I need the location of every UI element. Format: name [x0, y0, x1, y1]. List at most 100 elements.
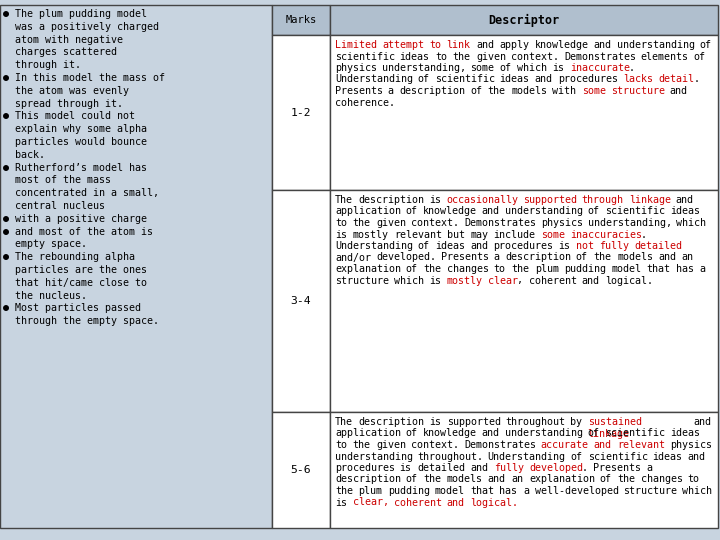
Text: the: the — [593, 253, 611, 262]
Text: plum: plum — [535, 264, 559, 274]
Text: pudding: pudding — [564, 264, 606, 274]
Text: scientific: scientific — [335, 51, 395, 62]
Text: knowledge: knowledge — [423, 429, 477, 438]
Text: 1-2: 1-2 — [291, 107, 311, 118]
Text: a: a — [699, 264, 706, 274]
Text: explanation: explanation — [529, 475, 595, 484]
Text: ideas: ideas — [670, 206, 700, 217]
Text: context.: context. — [411, 440, 459, 450]
Text: changes: changes — [641, 475, 683, 484]
Text: some: some — [541, 230, 564, 240]
Bar — [330, 412, 718, 528]
Text: and: and — [476, 40, 494, 50]
Text: throughout.: throughout. — [418, 451, 483, 462]
Text: clear: clear — [487, 275, 518, 286]
Text: of: of — [405, 475, 418, 484]
Text: 3-4: 3-4 — [291, 296, 311, 306]
Text: model: model — [611, 264, 641, 274]
Text: coherence.: coherence. — [335, 98, 395, 107]
Text: elements: elements — [641, 51, 688, 62]
Text: ideas: ideas — [500, 75, 529, 84]
Text: procedures: procedures — [335, 463, 395, 473]
Text: scientific: scientific — [588, 451, 647, 462]
Text: structure: structure — [623, 486, 677, 496]
Text: with: with — [552, 86, 577, 96]
Text: that: that — [647, 264, 670, 274]
Text: changes: changes — [446, 264, 489, 274]
Text: of: of — [570, 451, 582, 462]
Text: Understanding: Understanding — [487, 451, 566, 462]
Text: and: and — [582, 275, 600, 286]
Text: well-developed: well-developed — [535, 486, 618, 496]
Text: the: the — [511, 264, 529, 274]
Text: and: and — [676, 195, 694, 205]
Text: accurate: accurate — [541, 440, 589, 450]
Bar — [272, 35, 330, 190]
Text: of: of — [576, 253, 588, 262]
Text: description: description — [359, 417, 425, 427]
Text: not: not — [576, 241, 594, 251]
Text: description: description — [400, 86, 466, 96]
Text: understanding,: understanding, — [382, 63, 466, 73]
Text: of: of — [599, 475, 611, 484]
Text: mostly: mostly — [353, 230, 389, 240]
Text: has: has — [500, 486, 518, 496]
Text: description: description — [335, 475, 401, 484]
Text: the: the — [423, 264, 441, 274]
Text: is: is — [552, 63, 564, 73]
Text: of: of — [699, 40, 711, 50]
Text: pudding: pudding — [388, 486, 430, 496]
Text: context.: context. — [411, 218, 459, 228]
Text: of: of — [405, 264, 418, 274]
Text: the: the — [617, 475, 635, 484]
Bar — [272, 5, 330, 35]
Text: explanation: explanation — [335, 264, 401, 274]
Text: knowledge: knowledge — [535, 40, 589, 50]
Text: may: may — [470, 230, 488, 240]
Text: and: and — [487, 475, 505, 484]
Text: occasionally: occasionally — [446, 195, 518, 205]
Text: to: to — [494, 264, 505, 274]
Text: to: to — [688, 475, 700, 484]
Text: which: which — [682, 486, 711, 496]
Text: application: application — [335, 429, 401, 438]
Text: application: application — [335, 206, 401, 217]
Text: is: is — [400, 463, 412, 473]
Text: is: is — [335, 230, 347, 240]
Text: to: to — [429, 40, 441, 50]
Text: relevant: relevant — [617, 440, 665, 450]
Text: and: and — [482, 429, 500, 438]
Bar — [272, 190, 330, 412]
Text: ideas: ideas — [670, 429, 700, 438]
Text: and: and — [482, 206, 500, 217]
Text: structure: structure — [335, 275, 389, 286]
Text: The: The — [335, 195, 353, 205]
Text: The: The — [335, 417, 353, 427]
Text: .: . — [582, 463, 588, 473]
Text: given: given — [476, 51, 506, 62]
Text: by: by — [570, 417, 582, 427]
Text: which: which — [517, 63, 547, 73]
Text: understanding: understanding — [505, 206, 583, 217]
Text: of: of — [588, 429, 600, 438]
Text: lacks: lacks — [623, 75, 653, 84]
Bar — [330, 190, 718, 412]
Text: has: has — [676, 264, 694, 274]
Text: a: a — [523, 486, 529, 496]
Text: is: is — [558, 241, 570, 251]
Text: .: . — [693, 75, 699, 84]
Text: Presents: Presents — [593, 463, 642, 473]
Text: supported: supported — [523, 195, 577, 205]
Text: Marks: Marks — [285, 15, 317, 25]
Text: and: and — [535, 75, 553, 84]
Text: .: . — [629, 63, 635, 73]
Text: understanding: understanding — [335, 451, 413, 462]
Text: coherent: coherent — [394, 497, 442, 508]
Text: of: of — [405, 206, 418, 217]
Text: scientific: scientific — [606, 206, 665, 217]
Text: and: and — [688, 451, 706, 462]
Text: relevant: relevant — [394, 230, 442, 240]
Text: and: and — [658, 253, 676, 262]
Text: through: through — [582, 195, 624, 205]
Text: that: that — [470, 486, 494, 496]
